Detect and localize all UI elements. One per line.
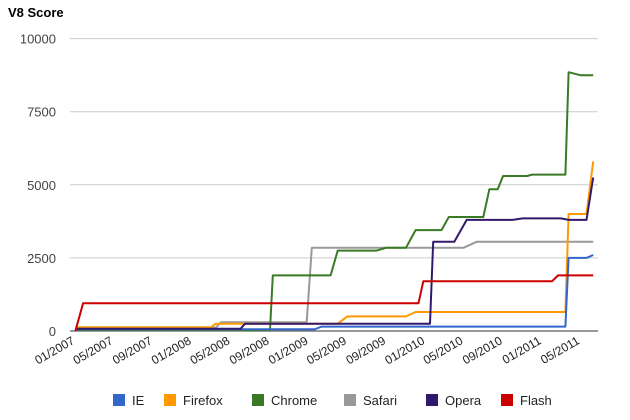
legend-swatch [113,394,125,406]
y-tick-label: 7500 [27,105,56,120]
x-axis-labels: 01/200705/200709/200701/200805/200809/20… [32,333,582,367]
x-tick-label: 01/2008 [149,333,194,367]
y-tick-label: 0 [49,324,56,339]
legend-item-safari[interactable]: Safari [344,393,397,408]
y-tick-label: 10000 [20,32,56,47]
x-tick-label: 05/2008 [188,333,233,367]
x-tick-label: 09/2009 [343,333,388,367]
x-tick-label: 09/2007 [110,333,155,367]
x-tick-label: 05/2009 [304,333,349,367]
x-tick-label: 05/2010 [421,333,466,367]
series-line-ie [75,254,594,331]
series-line-flash [74,274,594,332]
x-tick-label: 05/2007 [71,333,116,367]
x-tick-label: 09/2008 [227,333,272,367]
x-tick-label: 01/2009 [266,333,311,367]
x-tick-label: 01/2011 [500,333,544,367]
x-tick-label: 01/2010 [382,333,427,367]
legend-label: Flash [520,393,552,408]
legend-swatch [344,394,356,406]
y-axis-labels: 0 2500 5000 7500 10000 [20,32,56,339]
y-tick-label: 2500 [27,251,56,266]
legend-swatch [252,394,264,406]
legend-label: Safari [363,393,397,408]
legend-swatch [501,394,513,406]
legend-item-ie[interactable]: IE [113,393,145,408]
legend-label: IE [132,393,145,408]
series-line-opera [75,177,595,330]
x-tick-label: 05/2011 [538,333,582,367]
series-line-safari [75,240,594,329]
gridlines [70,38,598,332]
chart-title: V8 Score [8,5,64,20]
legend-item-opera[interactable]: Opera [426,393,482,408]
legend-label: Opera [445,393,482,408]
x-tick-label: 09/2010 [460,333,505,367]
y-tick-label: 5000 [27,178,56,193]
series-line-chrome [75,71,594,332]
series-lines [74,71,595,332]
legend-label: Chrome [271,393,317,408]
legend-swatch [164,394,176,406]
legend-item-flash[interactable]: Flash [501,393,552,408]
series-line-firefox [75,161,595,329]
legend-item-chrome[interactable]: Chrome [252,393,317,408]
legend-swatch [426,394,438,406]
legend[interactable]: IE Firefox Chrome Safari Opera Flash [113,393,552,408]
legend-label: Firefox [183,393,223,408]
legend-item-firefox[interactable]: Firefox [164,393,223,408]
